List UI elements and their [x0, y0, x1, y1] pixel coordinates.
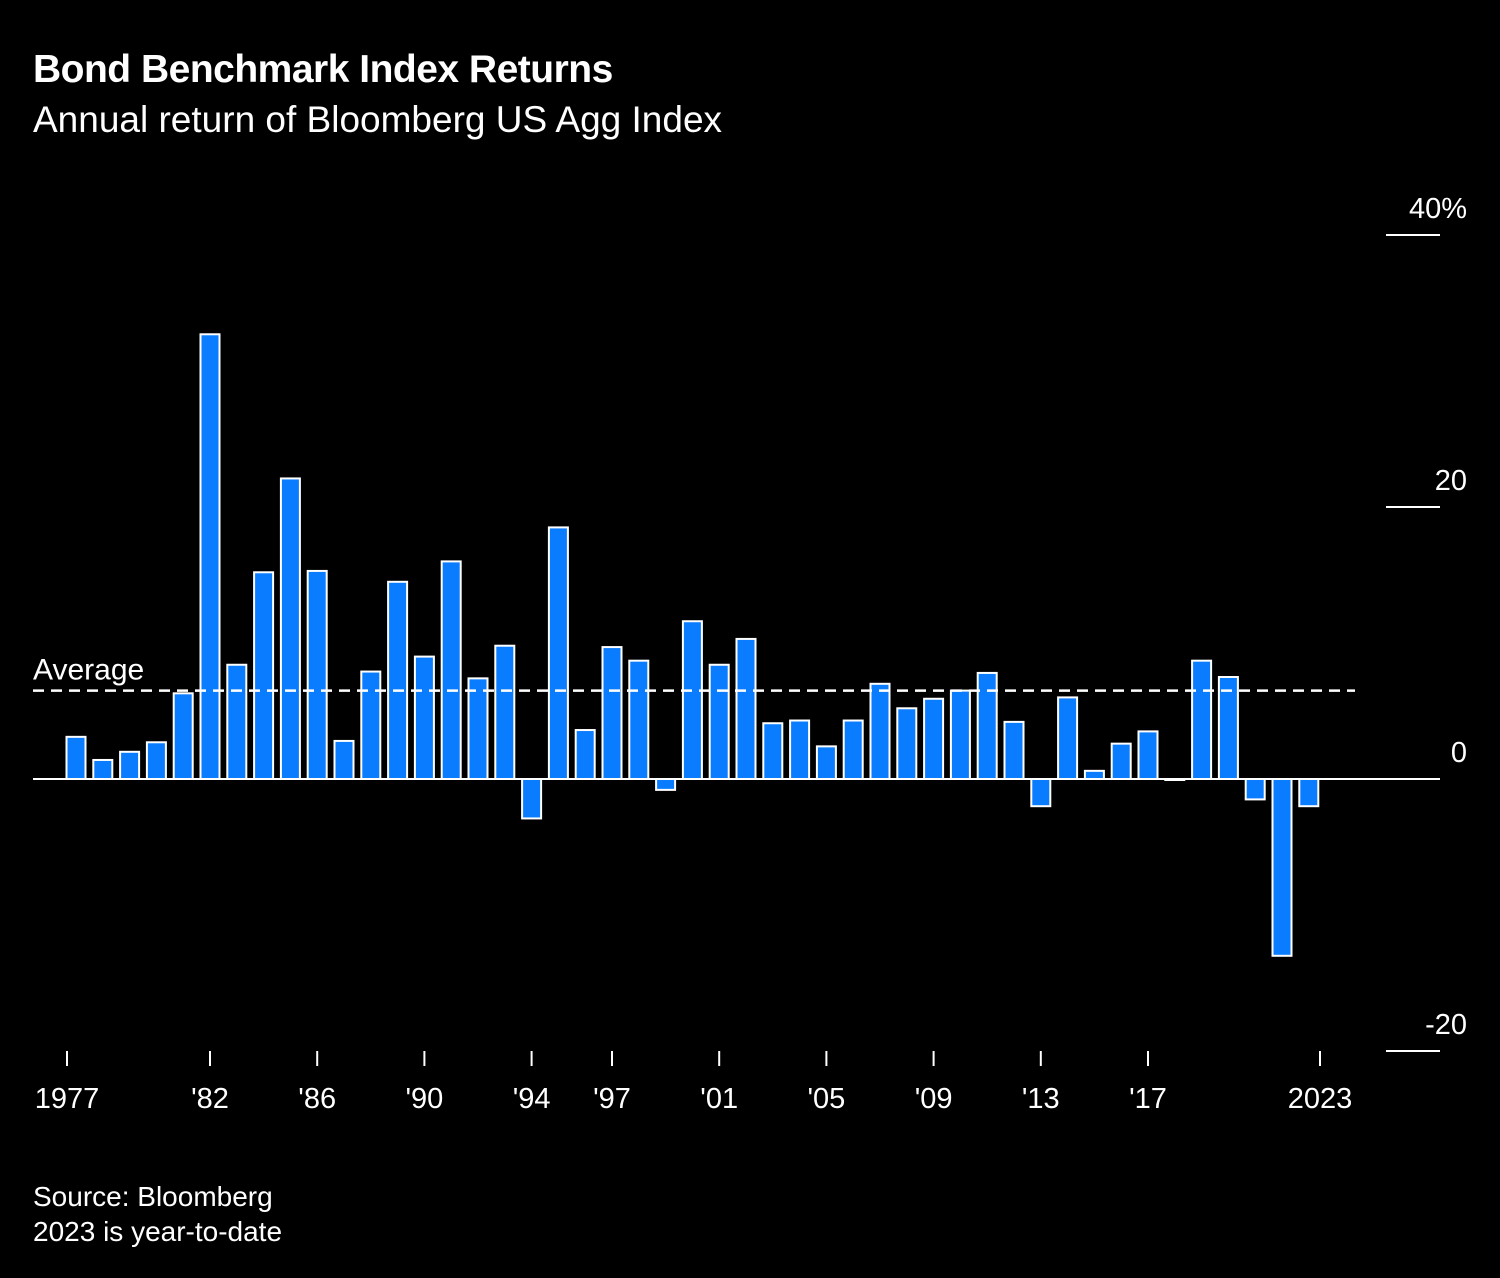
x-tick-label: '90 [406, 1083, 444, 1115]
ytd-note: 2023 is year-to-date [33, 1216, 283, 1247]
average-label: Average [33, 654, 144, 687]
bar-1995 [547, 526, 569, 781]
bar-2008 [896, 707, 918, 781]
bar-2011 [976, 671, 998, 780]
bar-2022 [1271, 778, 1293, 957]
bar-1977 [65, 735, 87, 781]
bar-1984 [253, 571, 275, 781]
bar-1982 [199, 333, 221, 780]
bar-1998 [628, 659, 650, 780]
x-tick-label: '13 [1022, 1083, 1060, 1115]
bar-1988 [360, 670, 382, 780]
x-tick-label: '05 [808, 1083, 846, 1115]
bar-1991 [440, 560, 462, 781]
y-tick-label: -20 [1425, 1009, 1467, 1041]
y-tick-label: 0 [1451, 737, 1467, 769]
x-tick-label: 2023 [1288, 1083, 1353, 1115]
bar-2019 [1191, 659, 1213, 780]
bar-1981 [172, 692, 194, 781]
bar-2016 [1110, 742, 1132, 781]
bar-1992 [467, 677, 489, 780]
chart-title: Bond Benchmark Index Returns [33, 48, 613, 91]
bar-1994 [521, 778, 543, 820]
y-tick-label: 40% [1409, 193, 1467, 225]
y-tick-label: 20 [1435, 465, 1467, 497]
bar-1993 [494, 644, 516, 780]
bar-2017 [1137, 730, 1159, 781]
bar-1980 [145, 741, 167, 781]
bar-2020 [1217, 676, 1239, 780]
bar-1985 [279, 477, 301, 780]
bar-2010 [949, 689, 971, 780]
bar-2009 [923, 697, 945, 781]
bar-2013 [1030, 778, 1052, 808]
bar-1978 [92, 758, 114, 781]
x-tick-label: '82 [191, 1083, 229, 1115]
bar-1987 [333, 739, 355, 780]
bar-2005 [815, 745, 837, 780]
chart-subtitle: Annual return of Bloomberg US Agg Index [33, 99, 723, 140]
x-tick-label: '09 [915, 1083, 953, 1115]
bar-1997 [601, 646, 623, 781]
bar-2023 [1298, 778, 1320, 808]
x-tick-label: '86 [298, 1083, 336, 1115]
bar-2014 [1057, 696, 1079, 781]
bar-1999 [655, 778, 677, 791]
bar-2004 [789, 719, 811, 781]
bar-2006 [842, 719, 864, 781]
bar-2012 [1003, 720, 1025, 781]
source-note: Source: Bloomberg [33, 1181, 273, 1212]
bar-1989 [387, 580, 409, 780]
bar-2021 [1244, 778, 1266, 801]
x-tick-label: '97 [593, 1083, 631, 1115]
x-tick-label: 1977 [35, 1083, 100, 1115]
bar-2015 [1083, 769, 1105, 781]
bar-1979 [119, 750, 141, 780]
bar-1986 [306, 569, 328, 780]
bar-2003 [762, 722, 784, 780]
bar-2000 [681, 620, 703, 780]
bar-2007 [869, 682, 891, 780]
x-tick-label: '01 [700, 1083, 738, 1115]
bar-2002 [735, 637, 757, 780]
bar-1983 [226, 663, 248, 781]
bar-2001 [708, 663, 730, 781]
bar-1990 [413, 655, 435, 780]
x-tick-label: '17 [1129, 1083, 1167, 1115]
x-tick-label: '94 [513, 1083, 551, 1115]
bar-1996 [574, 729, 596, 780]
